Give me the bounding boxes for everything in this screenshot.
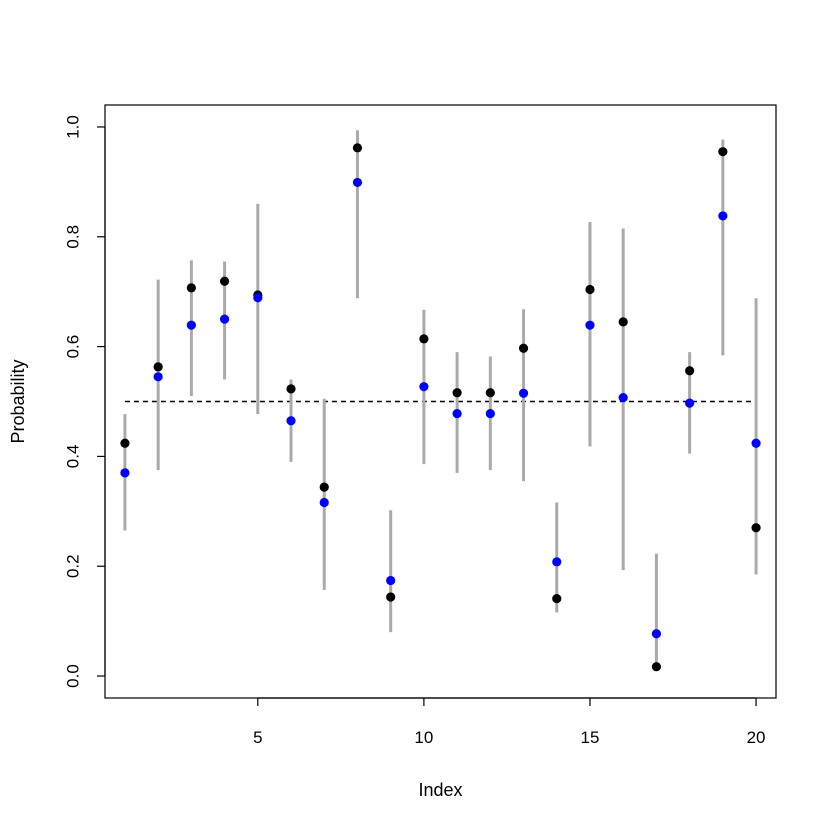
black-point — [651, 662, 662, 672]
blue-point — [552, 557, 562, 567]
black-point — [219, 276, 230, 286]
black-point — [352, 143, 363, 153]
blue-point — [319, 497, 329, 508]
y-axis-title: Probability — [8, 359, 28, 443]
blue-point — [485, 408, 495, 419]
black-point — [319, 482, 329, 492]
blue-point — [618, 393, 628, 403]
blue-point — [153, 372, 163, 382]
blue-point — [120, 468, 130, 478]
black-point — [552, 594, 562, 604]
blue-point — [253, 293, 263, 303]
x-tick-label: 20 — [747, 728, 766, 747]
black-point — [120, 438, 130, 448]
black-point — [153, 362, 163, 372]
black-point — [751, 523, 761, 533]
blue-point — [651, 629, 662, 639]
black-point — [685, 366, 695, 376]
y-tick-label: 1.0 — [63, 115, 82, 139]
y-tick-label: 0.0 — [63, 664, 82, 688]
blue-point — [452, 408, 462, 419]
black-point — [452, 388, 462, 398]
y-axis: 0.0 0.2 0.4 0.6 0.8 1.0 — [63, 115, 106, 688]
blue-point — [751, 438, 761, 448]
x-tick-label: 10 — [414, 728, 433, 747]
y-tick-label: 0.8 — [63, 225, 82, 249]
black-point — [386, 592, 396, 602]
black-point — [485, 388, 495, 398]
black-point — [186, 283, 196, 293]
blue-point — [419, 382, 429, 392]
x-tick-label: 15 — [581, 728, 600, 747]
x-tick-label: 5 — [253, 728, 262, 747]
blue-point — [219, 314, 230, 324]
black-point — [618, 317, 628, 327]
black-point — [718, 147, 728, 157]
x-axis: 5 10 15 20 — [253, 697, 766, 747]
blue-point — [386, 575, 396, 586]
x-axis-title: Index — [418, 780, 462, 800]
y-tick-label: 0.4 — [63, 445, 82, 469]
point-layer — [120, 143, 761, 672]
black-point — [585, 284, 595, 295]
y-tick-label: 0.6 — [63, 335, 82, 359]
black-point — [419, 334, 429, 344]
blue-point — [585, 320, 595, 330]
blue-point — [286, 416, 296, 426]
blue-point — [718, 211, 728, 221]
black-point — [286, 384, 296, 394]
blue-point — [186, 320, 196, 330]
y-tick-label: 0.2 — [63, 554, 82, 578]
blue-point — [518, 388, 529, 398]
black-point — [518, 343, 529, 353]
blue-point — [685, 398, 695, 408]
blue-point — [352, 177, 363, 188]
